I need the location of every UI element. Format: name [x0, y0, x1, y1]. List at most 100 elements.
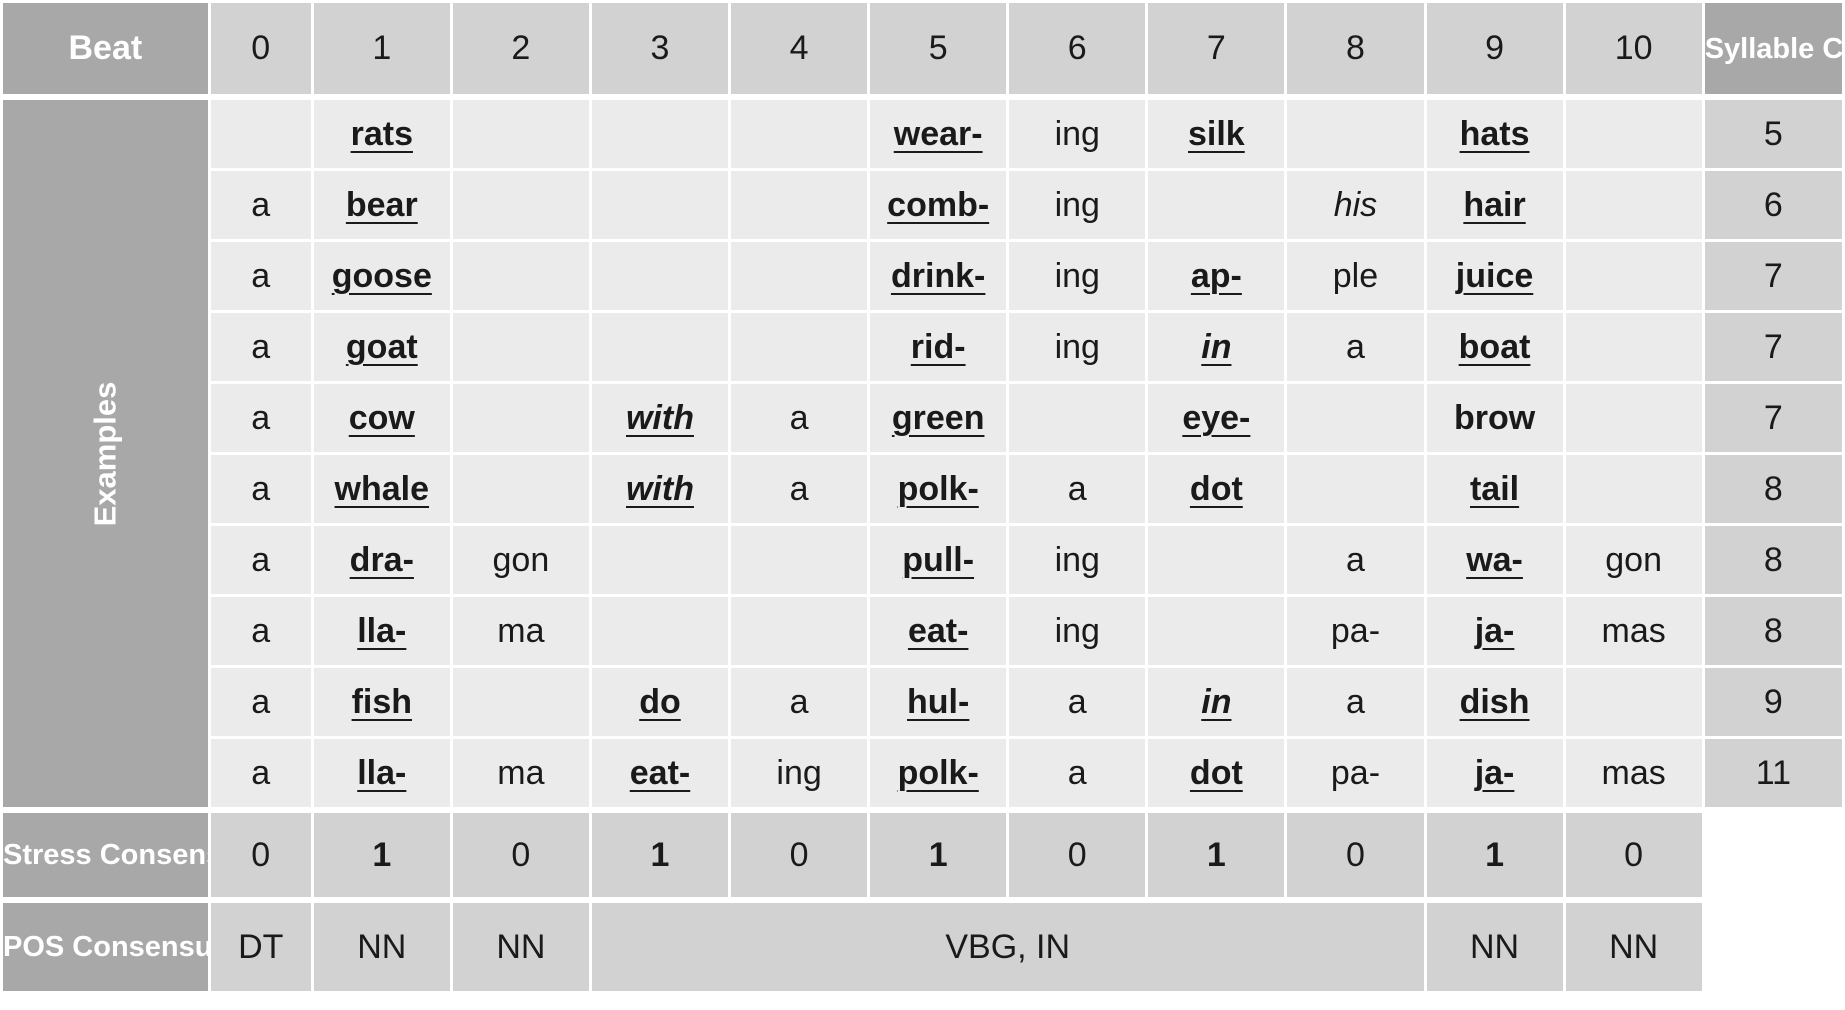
syllable-cell: dot [1148, 455, 1285, 523]
beat-number: 3 [591, 3, 729, 94]
syllable-text: ma [497, 611, 545, 650]
syllable-text: a [1067, 682, 1087, 721]
syllable-cell: a [210, 526, 311, 594]
syllable-cell: in [1148, 313, 1285, 381]
syllable-text: green [891, 398, 985, 437]
syllable-cell: mas [1565, 739, 1702, 807]
syllable-count-cell: 7 [1704, 242, 1842, 310]
syllable-cell: hair [1426, 171, 1563, 239]
stress-consensus-label: Stress Consensus [3, 813, 208, 897]
syllable-cell [1565, 313, 1702, 381]
pos-value: NN [313, 903, 450, 991]
syllable-cell: eat- [870, 597, 1007, 665]
syllable-cell: with [591, 384, 729, 452]
syllable-cell: ple [1287, 242, 1424, 310]
syllable-cell [1148, 597, 1285, 665]
syllable-cell: a [731, 384, 868, 452]
syllable-text: cow [348, 398, 415, 437]
syllable-text: ja- [1474, 753, 1515, 792]
syllable-cell: dish [1426, 668, 1563, 736]
syllable-cell [1148, 171, 1285, 239]
example-row: a cow with a green eye-brow 7 [3, 384, 1842, 452]
syllable-cell: pa- [1287, 597, 1424, 665]
syllable-cell: tail [1426, 455, 1563, 523]
syllable-cell: eye- [1148, 384, 1285, 452]
pos-consensus-row: POS Consensus DT NN NN VBG, IN NN NN [3, 903, 1842, 991]
syllable-text: mas [1601, 753, 1666, 792]
syllable-cell [591, 242, 729, 310]
syllable-cell [1287, 455, 1424, 523]
syllable-text: dish [1459, 682, 1530, 721]
example-row: a lla-ma eat-ing pa-ja-mas 8 [3, 597, 1842, 665]
syllable-cell: ing [1009, 313, 1146, 381]
syllable-cell: a [1287, 526, 1424, 594]
beat-number: 10 [1565, 3, 1702, 94]
syllable-cell: ja- [1426, 597, 1563, 665]
syllable-text: a [1345, 540, 1365, 579]
syllable-count-cell: 7 [1704, 384, 1842, 452]
syllable-cell [452, 455, 589, 523]
syllable-text: with [625, 398, 694, 437]
syllable-text: hul- [907, 682, 970, 721]
syllable-text: eat- [907, 611, 969, 650]
syllable-text: a [251, 611, 271, 650]
syllable-cell: with [591, 455, 729, 523]
syllable-cell [1565, 242, 1702, 310]
syllable-text: juice [1455, 256, 1534, 295]
syllable-text: ing [776, 753, 822, 792]
syllable-text: drink- [890, 256, 986, 295]
beat-number: 6 [1009, 3, 1146, 94]
syllable-cell [1565, 100, 1702, 168]
syllable-cell: goose [313, 242, 450, 310]
example-row: a goose drink-ing ap-ple juice 7 [3, 242, 1842, 310]
stress-value: 0 [731, 813, 868, 897]
stress-value: 0 [452, 813, 589, 897]
syllable-count-cell: 5 [1704, 100, 1842, 168]
syllable-text: dra- [349, 540, 414, 579]
stress-value: 0 [1565, 813, 1702, 897]
syllable-cell: a [1287, 668, 1424, 736]
syllable-cell [591, 526, 729, 594]
syllable-text: gon [492, 540, 550, 579]
syllable-cell: do [591, 668, 729, 736]
syllable-cell: comb- [870, 171, 1007, 239]
syllable-cell [591, 171, 729, 239]
syllable-cell: ing [1009, 171, 1146, 239]
syllable-text: ing [1054, 185, 1100, 224]
syllable-cell [1009, 384, 1146, 452]
syllable-text: a [251, 753, 271, 792]
syllable-cell [591, 100, 729, 168]
syllable-cell: silk [1148, 100, 1285, 168]
syllable-cell: pull- [870, 526, 1007, 594]
syllable-cell: juice [1426, 242, 1563, 310]
syllable-text: a [251, 469, 271, 508]
syllable-cell [452, 384, 589, 452]
syllable-text: bear [345, 185, 418, 224]
syllable-text: mas [1601, 611, 1666, 650]
syllable-text: ing [1054, 114, 1100, 153]
beat-number: 9 [1426, 3, 1563, 94]
syllable-cell [1565, 384, 1702, 452]
syllable-cell: in [1148, 668, 1285, 736]
example-row: Examples rats wear-ing silk hats 5 [3, 100, 1842, 807]
syllable-cell [210, 100, 311, 168]
syllable-text: lla- [357, 611, 407, 650]
syllable-text: dot [1189, 753, 1243, 792]
example-row: a dra-gon pull-ing a wa-gon 8 [3, 526, 1842, 594]
syllable-text: tail [1469, 469, 1520, 508]
syllable-cell: a [210, 455, 311, 523]
syllable-cell: whale [313, 455, 450, 523]
syllable-cell: a [210, 242, 311, 310]
syllable-cell [731, 171, 868, 239]
syllable-count-cell: 11 [1704, 739, 1842, 807]
syllable-text: eye- [1182, 398, 1251, 437]
syllable-text: a [789, 469, 809, 508]
syllable-cell: ap- [1148, 242, 1285, 310]
syllable-cell [452, 100, 589, 168]
syllable-cell: a [210, 384, 311, 452]
beat-number: 4 [731, 3, 868, 94]
syllable-text: pull- [902, 540, 975, 579]
syllable-text: pa- [1330, 753, 1381, 792]
syllable-cell: lla- [313, 597, 450, 665]
